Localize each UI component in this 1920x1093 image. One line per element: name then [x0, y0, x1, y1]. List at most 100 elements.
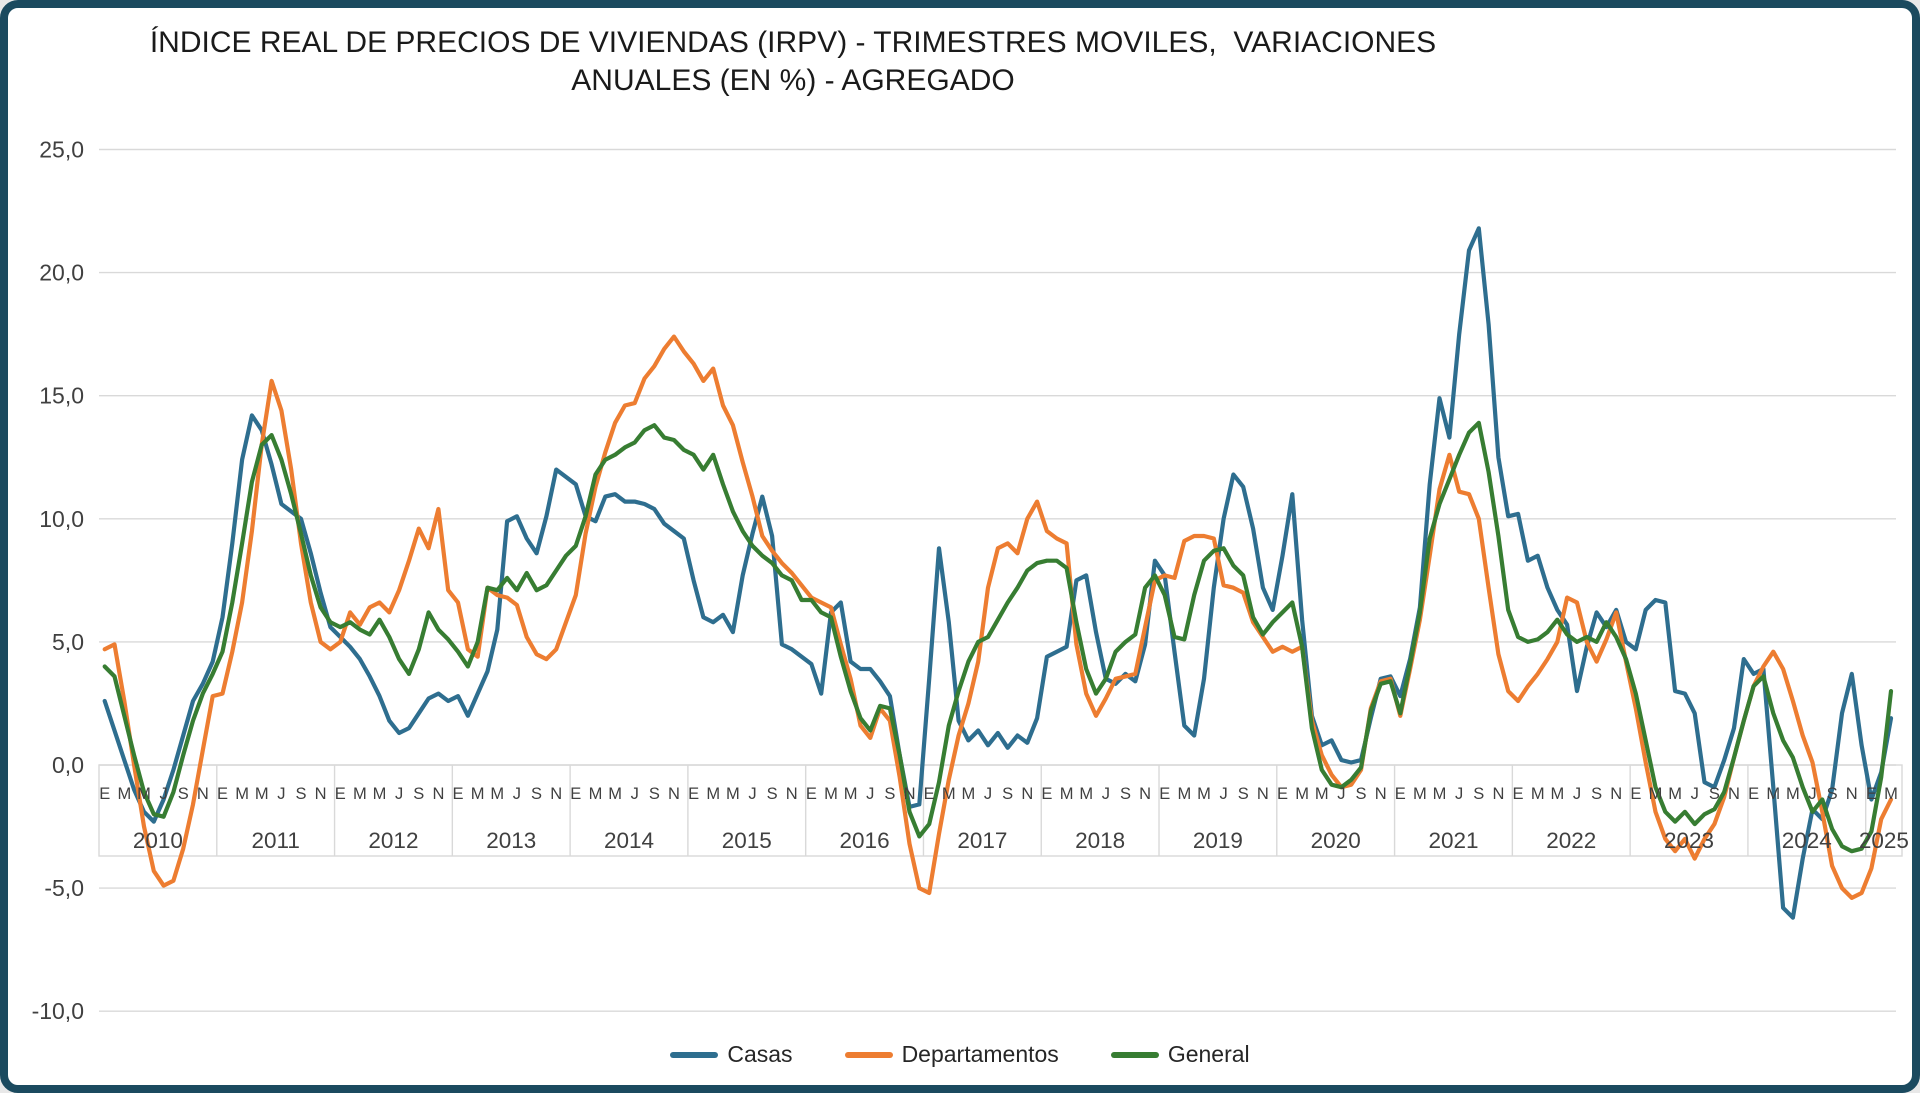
series-line-departamentos [102, 334, 1894, 901]
month-tick-label: J [1573, 785, 1581, 803]
month-tick-label: M [1766, 785, 1780, 803]
month-tick-label: N [1139, 785, 1151, 803]
y-tick-label: 20,0 [39, 260, 84, 286]
month-tick-label: E [1866, 785, 1877, 803]
year-label: 2022 [1546, 828, 1596, 853]
month-tick-label: E [453, 785, 464, 803]
legend-label-casas: Casas [727, 1041, 793, 1067]
y-tick-label: -10,0 [32, 998, 84, 1024]
month-tick-label: S [1356, 785, 1367, 803]
month-tick-label: S [1473, 785, 1484, 803]
month-tick-label: M [1177, 785, 1191, 803]
month-tick-label: M [608, 785, 622, 803]
month-tick-label: E [570, 785, 581, 803]
year-label: 2015 [722, 828, 772, 853]
month-tick-label: M [353, 785, 367, 803]
month-tick-label: M [962, 785, 976, 803]
month-tick-label: J [1455, 785, 1463, 803]
month-tick-label: M [490, 785, 504, 803]
year-label: 2016 [840, 828, 890, 853]
month-tick-label: M [706, 785, 720, 803]
month-tick-label: M [471, 785, 485, 803]
month-tick-label: J [1808, 785, 1816, 803]
y-tick-label: 15,0 [39, 383, 84, 409]
month-tick-label: M [1786, 785, 1800, 803]
month-tick-label: M [1413, 785, 1427, 803]
month-tick-label: E [99, 785, 110, 803]
year-label: 2025 [1859, 828, 1909, 853]
month-tick-label: J [1337, 785, 1345, 803]
axis-label-band [98, 764, 1903, 857]
chart-title-line2: ANUALES (EN %) - AGREGADO [571, 64, 1015, 97]
month-tick-label: J [866, 785, 874, 803]
month-tick-label: N [432, 785, 444, 803]
month-tick-label: J [1219, 785, 1227, 803]
legend-label-general: General [1167, 1041, 1250, 1067]
year-label: 2010 [133, 828, 183, 853]
month-tick-label: M [1060, 785, 1074, 803]
month-tick-label: N [1492, 785, 1504, 803]
month-tick-label: M [235, 785, 249, 803]
chart-title: ÍNDICE REAL DE PRECIOS DE VIVIENDAS (IRP… [28, 24, 1558, 100]
y-tick-label: 0,0 [52, 752, 84, 778]
legend-item-general: General [1110, 1041, 1250, 1068]
month-tick-label: N [1610, 785, 1622, 803]
legend: Casas Departamentos General [8, 1041, 1912, 1068]
year-label: 2024 [1782, 828, 1832, 853]
month-tick-label: J [984, 785, 992, 803]
month-tick-label: S [1002, 785, 1013, 803]
legend-swatch-general [1110, 1051, 1159, 1058]
month-tick-label: E [688, 785, 699, 803]
month-tick-label: E [1395, 785, 1406, 803]
month-tick-label: M [137, 785, 151, 803]
month-tick-label: E [1513, 785, 1524, 803]
month-tick-label: S [1591, 785, 1602, 803]
legend-swatch-departamentos [844, 1051, 893, 1058]
month-tick-label: E [1041, 785, 1052, 803]
month-tick-label: E [1748, 785, 1759, 803]
month-tick-label: J [748, 785, 756, 803]
legend-swatch-casas [670, 1051, 719, 1058]
month-tick-label: S [295, 785, 306, 803]
month-tick-label: M [1884, 785, 1898, 803]
year-label: 2014 [604, 828, 654, 853]
month-tick-label: S [649, 785, 660, 803]
legend-item-departamentos: Departamentos [844, 1041, 1059, 1068]
month-tick-label: E [806, 785, 817, 803]
month-tick-label: N [1846, 785, 1858, 803]
month-tick-label: N [1375, 785, 1387, 803]
month-tick-label: M [1531, 785, 1545, 803]
y-tick-label: 25,0 [39, 137, 84, 163]
year-label: 2013 [486, 828, 536, 853]
month-tick-label: M [1295, 785, 1309, 803]
month-tick-label: M [824, 785, 838, 803]
series-line-general [102, 420, 1894, 854]
month-tick-label: M [1079, 785, 1093, 803]
month-tick-label: E [1630, 785, 1641, 803]
month-tick-label: N [1021, 785, 1033, 803]
month-tick-label: S [1709, 785, 1720, 803]
month-tick-label: N [550, 785, 562, 803]
series-line-casas [102, 226, 1894, 920]
y-axis-labels: 25,0 20,0 15,0 10,0 5,0 0,0 -5,0 -10,0 [32, 137, 84, 1025]
month-tick-label: N [904, 785, 916, 803]
month-tick-label: M [373, 785, 387, 803]
month-tick-label: J [1102, 785, 1110, 803]
chart-canvas: 25,020,015,010,05,00,0-5,0-10,0E M M J S N201… [32, 137, 1909, 1025]
month-tick-label: N [197, 785, 209, 803]
month-tick-label: E [1277, 785, 1288, 803]
gridlines [99, 148, 1896, 1012]
y-tick-label: -5,0 [44, 875, 84, 901]
month-tick-label: M [1197, 785, 1211, 803]
year-label: 2011 [251, 828, 299, 853]
month-tick-label: E [924, 785, 935, 803]
month-tick-label: E [335, 785, 346, 803]
month-tick-label: M [844, 785, 858, 803]
month-tick-label: M [1550, 785, 1564, 803]
year-label: 2021 [1428, 828, 1478, 853]
month-tick-label: S [1238, 785, 1249, 803]
year-label: 2018 [1075, 828, 1125, 853]
month-tick-label: S [178, 785, 189, 803]
year-label: 2012 [368, 828, 418, 853]
